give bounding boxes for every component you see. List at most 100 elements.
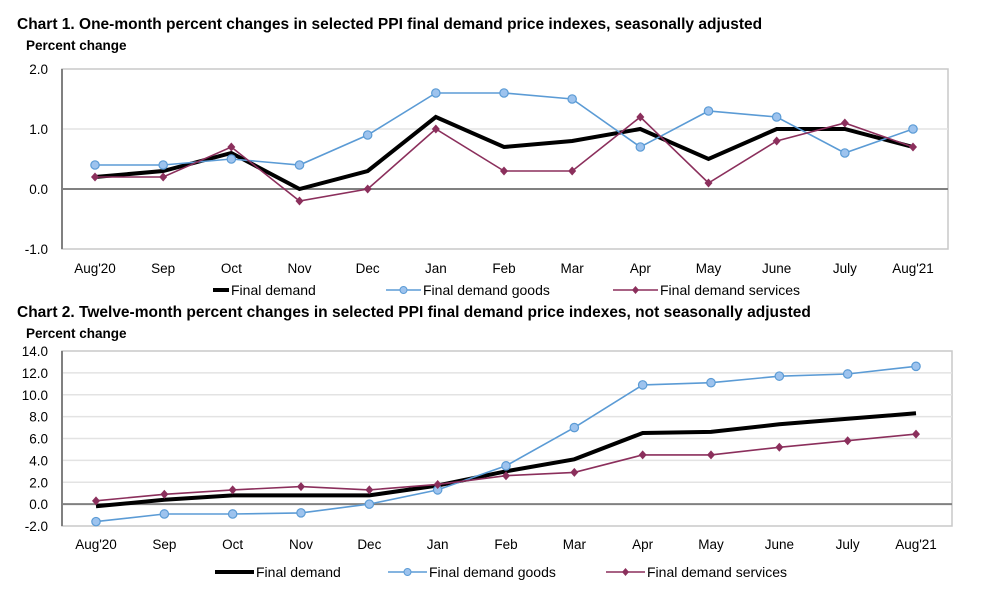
data-point [227,142,236,152]
data-point [227,509,238,519]
data-point [704,178,713,188]
data-point [635,142,646,152]
x-tick-label: Aug'21 [895,537,937,552]
legend-item: Final demand goods [386,282,550,298]
x-tick-label: Sep [152,537,176,552]
y-tick-label: 0.0 [29,497,48,512]
x-tick-label: May [696,261,722,276]
data-point [364,499,375,509]
data-point [92,496,100,506]
legend: Final demand Final demand goods Final dema… [213,282,800,298]
x-tick-label: Apr [632,537,654,552]
chart-1-y-axis-label: Percent change [26,38,127,53]
data-point [567,94,577,104]
data-point [90,160,100,170]
data-point [771,112,782,122]
legend-item: Final demand services [613,282,800,298]
data-point [772,136,781,146]
y-tick-label: 2.0 [29,475,48,490]
series-final-demand [94,114,914,192]
x-tick-label: Mar [563,537,587,552]
x-tick-label: Dec [356,261,380,276]
chart-2: 14.0 12.0 10.0 8.0 6.0 4.0 2.0 0.0 -2.0 Aug'20 Sep… [22,344,953,580]
x-tick-label: Apr [630,261,652,276]
data-point [774,371,785,381]
legend-label: Final demand [231,282,316,298]
legend-label: Final demand goods [429,564,556,580]
data-point [842,369,853,379]
data-point [499,88,509,98]
x-tick-label: Jan [425,261,447,276]
series-final-demand-goods [91,361,921,527]
data-point [840,118,849,128]
data-point [568,166,577,176]
data-point [570,467,579,477]
legend-item: Final demand goods [388,564,556,580]
data-point [500,166,508,176]
data-point [431,124,440,134]
data-point [843,436,852,446]
y-tick-label: 14.0 [22,344,48,359]
y-tick-label: 10.0 [22,388,48,403]
x-tick-label: June [762,261,791,276]
legend-item: Final demand services [606,564,787,580]
y-tick-label: 1.0 [29,122,48,137]
x-tick-label: Nov [287,261,311,276]
legend: Final demand Final demand goods Final dema… [215,564,787,580]
data-point [91,516,101,527]
data-point [908,124,918,134]
data-point [706,377,716,388]
x-tick-label: May [698,537,724,552]
x-tick-label: Aug'20 [75,537,117,552]
data-point [840,148,850,158]
data-point [226,154,237,164]
chart-2-y-axis-label: Percent change [26,326,127,341]
x-tick-label: Aug'20 [74,261,116,276]
data-point [775,442,784,452]
data-point [294,160,305,170]
data-point [638,450,647,460]
x-tick-label: Feb [492,261,515,276]
data-point [91,172,99,182]
data-point [501,461,511,471]
data-point [703,106,714,116]
x-tick-label: Oct [221,261,242,276]
data-point [363,184,372,194]
y-tick-label: 12.0 [22,366,48,381]
x-tick-label: July [836,537,860,552]
series-final-demand-goods [90,88,918,170]
series-final-demand-services [92,429,920,506]
data-point [160,489,169,499]
y-tick-label: 2.0 [29,62,48,77]
legend-marker-circle [399,286,408,294]
chart-2-title: Chart 2. Twelve-month percent changes in… [17,304,811,321]
data-point [159,509,170,519]
legend-item: Final demand [213,282,316,298]
data-point [909,142,917,152]
x-tick-label: Feb [494,537,517,552]
x-tick-label: Sep [151,261,175,276]
legend-marker-diamond [622,568,629,576]
y-tick-label: 0.0 [29,182,48,197]
legend-label: Final demand [256,564,341,580]
x-tick-label: Oct [222,537,243,552]
data-point [569,422,580,433]
data-point [707,450,715,460]
legend-label: Final demand goods [423,282,550,298]
data-point [912,429,920,439]
legend-marker-diamond [632,286,639,294]
x-tick-label: July [833,261,857,276]
legend-label: Final demand services [660,282,800,298]
x-tick-label: Nov [289,537,313,552]
data-point [159,172,168,182]
data-point [295,196,304,206]
legend-label: Final demand services [647,564,787,580]
data-point [433,479,442,489]
data-point [911,361,921,372]
data-point [296,508,306,518]
series-line [94,114,914,192]
x-tick-label: Mar [561,261,585,276]
series-final-demand-services [91,112,917,206]
y-tick-label: -2.0 [25,519,48,534]
